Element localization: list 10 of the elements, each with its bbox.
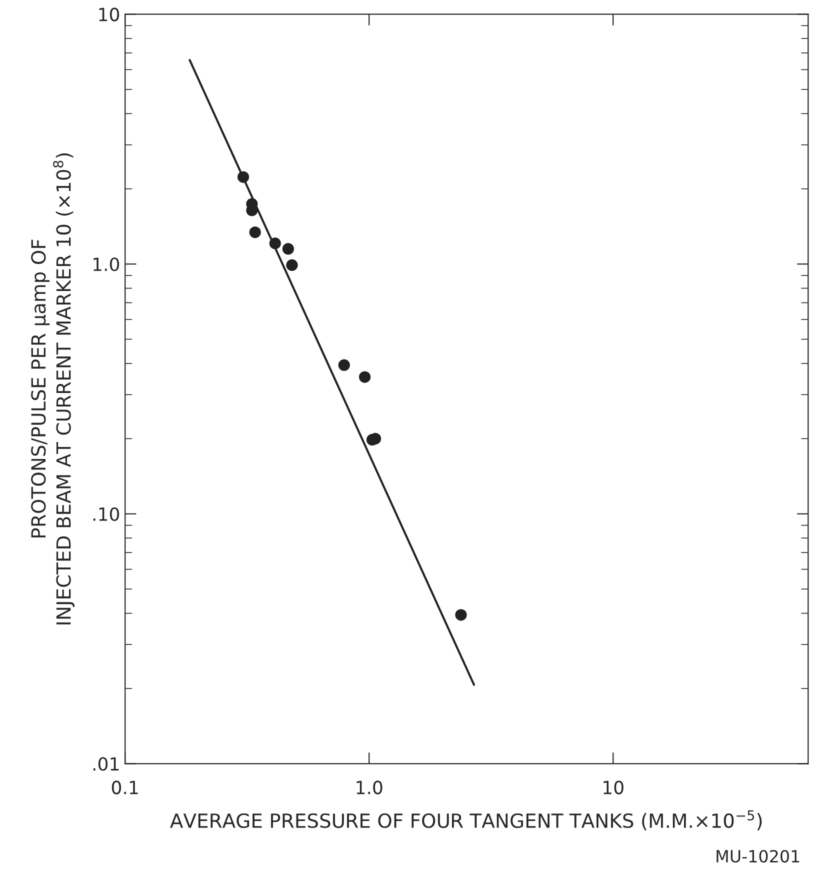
x-tick-label: 0.1 — [112, 780, 138, 794]
y-tick-label: .01 — [93, 757, 119, 771]
y-tick-label: .10 — [93, 507, 120, 521]
y-tick-label: 1.0 — [94, 257, 120, 272]
x-axis-title: AVERAGE PRESSURE OF FOUR TANGENT TANKS (M.M.×10$^{−5}$) — [170, 810, 762, 830]
y-tick-label: 10 — [99, 8, 120, 22]
y-axis-title: PROTONS/PULSE PER μamp OF INJECTED BEAM AT CURRENT MARKER 10 (×10$^{8}$) — [31, 153, 75, 624]
text: MU-10201 — [716, 850, 800, 863]
x-tick-label: 1.0 — [356, 780, 382, 794]
x-tick-label: 10 — [604, 780, 624, 794]
